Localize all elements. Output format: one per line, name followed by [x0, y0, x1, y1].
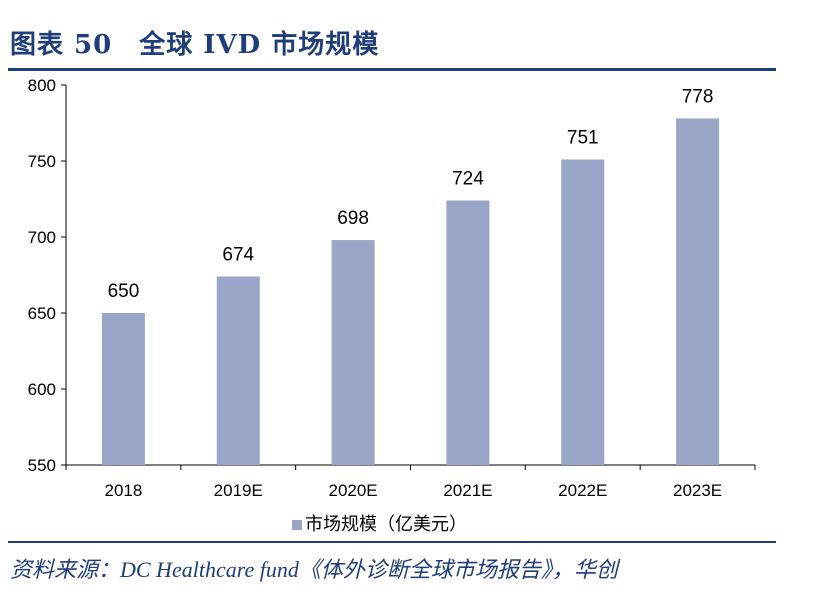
- bar: [446, 200, 490, 465]
- chart-bars: [101, 118, 720, 465]
- y-tick-label: 750: [28, 152, 56, 171]
- data-label: 698: [337, 208, 369, 229]
- legend-label: 市场规模（亿美元）: [305, 514, 467, 534]
- y-tick-label: 700: [28, 228, 56, 247]
- x-tick-label: 2021E: [443, 481, 492, 500]
- bar: [676, 118, 720, 465]
- y-tick-label: 550: [28, 456, 56, 475]
- y-tick-label: 600: [28, 380, 56, 399]
- data-label: 674: [222, 245, 254, 266]
- footer-divider: [8, 541, 776, 543]
- bar: [101, 313, 145, 465]
- bar-chart: 550 600 650 700 750 800 650 2018 674 2019E 698 2020…: [28, 76, 756, 500]
- bar: [331, 240, 375, 465]
- title-divider: [8, 68, 776, 71]
- x-tick-label: 2020E: [328, 481, 377, 500]
- data-label: 724: [452, 169, 484, 190]
- chart-labels: 550 600 650 700 750 800 650 2018 674 2019E 698 2020…: [28, 76, 723, 500]
- legend-swatch: [292, 520, 302, 531]
- bar: [216, 276, 260, 465]
- y-tick-label: 650: [28, 304, 56, 323]
- chart-legend: 市场规模（亿美元）: [292, 510, 467, 536]
- x-tick-label: 2023E: [673, 481, 722, 500]
- chart-axes: [61, 84, 756, 470]
- bar: [561, 159, 605, 465]
- x-tick-label: 2022E: [558, 481, 607, 500]
- data-label: 751: [567, 127, 599, 148]
- data-label: 778: [682, 86, 714, 107]
- source-note: 资料来源：DC Healthcare fund《体外诊断全球市场报告》，华创: [10, 557, 618, 582]
- x-tick-label: 2019E: [214, 481, 263, 500]
- x-tick-label: 2018: [105, 481, 143, 500]
- y-tick-label: 800: [28, 76, 56, 95]
- figure-title: 图表 50 全球 IVD 市场规模: [10, 30, 380, 60]
- data-label: 650: [108, 281, 140, 302]
